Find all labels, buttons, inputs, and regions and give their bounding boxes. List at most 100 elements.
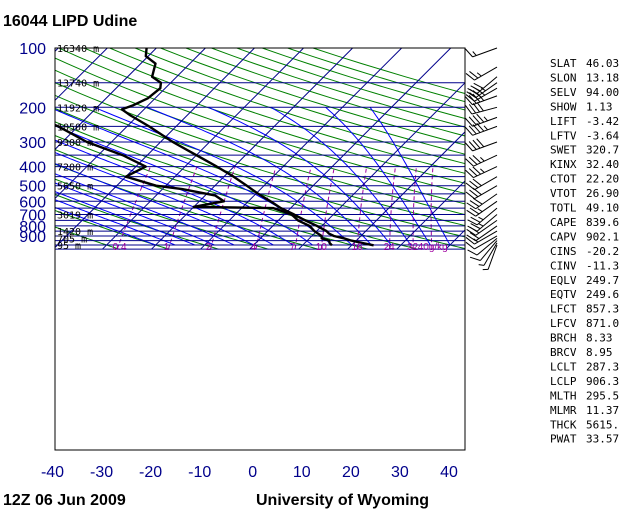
isotherm-line [151,48,353,250]
temperature-profile-line [120,48,374,247]
index-name: CAPE [550,216,577,229]
wind-barb [465,176,498,191]
index-value: 33.57 [586,433,619,446]
pressure-tick-label: 300 [19,135,46,152]
height-label: 5650 m [57,182,93,193]
mixing-ratio-label: 24 [384,242,396,253]
mixing-ratio-line [210,166,236,250]
index-name: SHOW [550,100,577,113]
temperature-tick-label: -30 [90,464,113,481]
index-value: 49.10 [586,202,619,215]
mixing-ratio-label: 40g/kg [418,242,448,253]
dry-adiabat-line [160,48,465,146]
wind-barb [467,76,498,94]
isotherm-line [55,48,157,151]
pressure-tick-label: 700 [19,207,46,224]
index-name: VTOT [550,187,577,200]
index-name: PWAT [550,433,577,446]
isotherm-line [55,48,255,249]
mixing-ratio-line [389,166,396,250]
index-value: 287.3 [586,360,619,373]
index-value: -11.3 [586,259,619,272]
mixing-ratio-label: 7 [290,242,296,253]
mixing-ratio-label: 4 [251,242,257,253]
height-label: 95 m [57,241,81,252]
index-value: 8.33 [586,332,613,345]
index-name: EQLV [550,274,577,287]
index-value: 249.6 [586,288,619,301]
index-value: 902.1 [586,230,619,243]
dry-adiabat-line [84,48,465,174]
index-name: BRCV [550,346,577,359]
temperature-tick-label: 40 [440,464,458,481]
dry-adiabat-line [55,69,465,205]
pressure-tick-label: 500 [19,179,46,196]
wind-barb [465,138,498,152]
plot-frame [54,47,466,451]
isotherm-line [396,180,465,250]
index-value: 839.6 [586,216,619,229]
mixing-ratio-lines [116,166,434,250]
index-name: CTOT [550,173,577,186]
pressure-tick-label: 900 [19,229,46,246]
mixing-ratio-line [356,166,368,250]
temperature-tick-label: 10 [293,464,311,481]
index-value: 94.00 [586,86,619,99]
index-name: SLAT [550,57,577,70]
height-label: 9300 m [57,138,93,149]
index-name: KINX [550,158,577,171]
isotherm-line [102,48,304,250]
index-name: MLTH [550,389,577,402]
index-name: LFCT [550,303,577,316]
time-label: 12Z 06 Jun 2009 [3,492,126,509]
isotherm-line [347,131,465,250]
dry-adiabat-line [55,226,120,250]
index-name: LCLT [550,360,577,373]
index-value: 906.3 [586,375,619,388]
wind-barb [469,240,498,262]
wind-barb [466,200,498,217]
index-value: 13.18 [586,71,619,84]
wind-barb [478,242,498,266]
index-value: -20.2 [586,245,619,258]
dry-adiabat-line [134,48,465,155]
mixing-ratio-label: 16 [351,242,363,253]
wind-barb [466,193,498,210]
dry-adiabat-line [55,57,465,194]
wind-barb [465,113,498,127]
dry-adiabat-line [185,48,465,137]
dry-adiabat-line [55,149,369,250]
pressure-tick-label: 800 [19,219,46,236]
index-name: SELV [550,86,577,99]
dry-adiabat-line [58,48,465,184]
mixing-ratio-line [320,166,335,250]
index-name: LCLP [550,375,577,388]
mixing-ratio-line [255,166,277,250]
index-name: SWET [550,144,577,157]
index-name: LFCV [550,317,577,330]
height-label: 3019 m [57,210,93,221]
height-label: 16340 m [57,44,99,55]
wind-barb [465,47,498,58]
index-value: 857.3 [586,303,619,316]
height-label: 11920 m [57,103,99,114]
pressure-tick-label: 200 [19,100,46,117]
isotherm-line [249,48,452,250]
wind-barb [465,154,498,167]
index-value: 8.95 [586,346,613,359]
pressure-tick-label: 600 [19,194,46,211]
mixing-ratio-line [412,166,417,250]
dewpoint-profile-line [55,123,333,247]
mixing-ratio-label: 2 [206,242,212,253]
isotherm-line [0,48,9,249]
index-value: -3.42 [586,115,619,128]
index-value: 46.03 [586,57,619,70]
wind-barb [465,102,498,115]
index-value: 295.5 [586,389,619,402]
wind-barbs [465,47,498,271]
index-name: LFTV [550,129,577,142]
index-value: 5615. [586,418,619,431]
mixing-ratio-label: 32 [407,242,419,253]
index-value: 11.37 [586,404,619,417]
